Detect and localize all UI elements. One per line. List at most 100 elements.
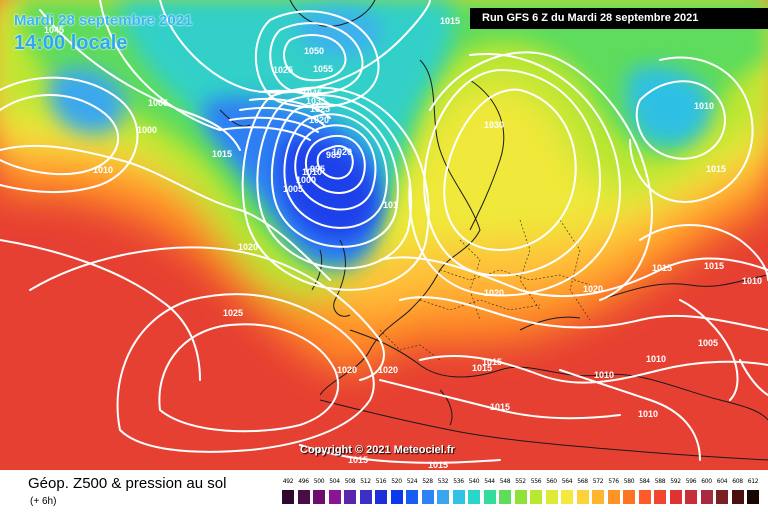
isobar-1020-central [379, 256, 768, 298]
scale-tick-label: 504 [329, 478, 340, 485]
scale-swatch [359, 490, 372, 504]
scale-swatch [545, 490, 558, 504]
isobar-high-5 [249, 97, 331, 119]
isobar-1010-northeast [635, 80, 726, 160]
scale-tick-label: 612 [747, 478, 759, 485]
borders [379, 219, 591, 361]
isobar-label: 1030 [484, 120, 504, 130]
geopotential-map-canvas: 1045 1015 1050 1055 1045 1035 1025 1020 … [0, 0, 768, 470]
scale-tick-label: 492 [282, 478, 294, 485]
isobar-low-6 [256, 94, 413, 270]
isobars [0, 0, 768, 464]
isobar-high-1 [283, 34, 347, 82]
isobar-label: 1015 [704, 261, 724, 271]
coastline-north-africa [319, 399, 768, 461]
scale-swatch [328, 490, 341, 504]
isobar-low-1 [316, 145, 354, 180]
isobar-label: 1015 [348, 455, 368, 465]
isobar-high-7 [229, 116, 319, 133]
border-5 [559, 219, 591, 321]
isobar-label: 1010 [742, 276, 762, 286]
scale-tick-label: 600 [701, 478, 712, 485]
scale-tick-label: 540 [468, 478, 480, 485]
scale-swatch [638, 490, 651, 504]
isobar-label: 1045 [302, 88, 322, 98]
isobar-label: 1010 [93, 165, 113, 175]
isobar-high-8 [219, 126, 311, 141]
isobar-low-7 [241, 86, 430, 291]
scale-tick-label: 604 [716, 478, 728, 485]
isobar-label: 1005 [283, 184, 303, 194]
isobar-label: 1015 [706, 164, 726, 174]
isobar-high-3 [254, 10, 380, 109]
isobar-label: 1020 [378, 365, 398, 375]
isobar-label: 1010 [638, 409, 658, 419]
isobar-high-6 [239, 107, 326, 127]
scale-swatch [390, 490, 403, 504]
scale-swatch [731, 490, 744, 504]
scale-swatch [483, 490, 496, 504]
isobar-1020-mid [29, 246, 385, 381]
scale-tick-label: 496 [298, 478, 309, 485]
isobar-1025-azores [116, 293, 375, 453]
scale-tick-label: 532 [437, 478, 449, 485]
field-cyan-east [626, 66, 711, 146]
isobar-label: 995 [310, 164, 325, 174]
scale-tick-label: 516 [375, 478, 387, 485]
isobar-1025-inner [158, 323, 340, 433]
coastline-svalbard [289, 0, 376, 27]
isobar-label: 1055 [313, 64, 333, 74]
border-6 [379, 329, 441, 361]
isobar-label: 1005 [148, 98, 168, 108]
scale-tick-label: 564 [561, 478, 573, 485]
scale-swatch [297, 490, 310, 504]
isobar-1030-russia [443, 88, 577, 251]
scale-tick-label: 588 [654, 478, 666, 485]
scale-swatch [375, 490, 387, 504]
scale-tick-label: 536 [453, 478, 464, 485]
isobar-low-3 [294, 124, 377, 211]
isobar-label: 1000 [296, 175, 316, 185]
isobar-label: 1015 [482, 357, 502, 367]
scale-swatch [344, 490, 356, 504]
isobar-label: 1020 [583, 284, 603, 294]
coastline-ireland [311, 249, 323, 291]
isobar-label: 1050 [304, 46, 324, 56]
scale-swatch [514, 490, 527, 504]
scale-tick-label: 528 [422, 478, 433, 485]
border-4 [519, 219, 541, 311]
scale-tick-label: 500 [313, 478, 325, 485]
scale-tick-label: 580 [623, 478, 635, 485]
coastline-british-isles [333, 239, 351, 317]
isobar-low-4 [283, 113, 388, 229]
isobar-high-4 [259, 89, 331, 106]
scale-tick-label: 596 [685, 478, 697, 485]
isobar-low-5 [270, 103, 399, 248]
scale-tick-label: 572 [592, 478, 604, 485]
scale-swatch [468, 490, 480, 504]
scale-swatch [576, 490, 589, 504]
scale-swatch [700, 490, 713, 504]
forecast-date-label: Mardi 28 septembre 2021 [14, 12, 193, 29]
isobar-label: 1025 [310, 104, 330, 114]
isobar-label: 985 [326, 150, 341, 160]
scale-swatch [313, 490, 325, 504]
forecast-time-label: 14:00 locale [14, 32, 128, 54]
scale-swatch [669, 490, 682, 504]
isobar-label: 1020 [238, 242, 258, 252]
isobar-label: 1015 [440, 16, 460, 26]
isobar-1010-atlantic [0, 144, 331, 281]
scale-swatch [592, 490, 604, 504]
scale-swatch [623, 490, 635, 504]
scale-swatch [282, 490, 294, 504]
isobar-1020-west [0, 239, 201, 381]
coastline-bothnia [469, 79, 505, 231]
scale-swatch [685, 490, 697, 504]
isobar-label: 1010 [646, 354, 666, 364]
field-blue-north [296, 8, 382, 56]
isobar-label: 1015 [652, 263, 672, 273]
isobar-label: 1020 [484, 288, 504, 298]
coastline-italy [439, 389, 453, 426]
isobar-1000-west [0, 94, 120, 176]
